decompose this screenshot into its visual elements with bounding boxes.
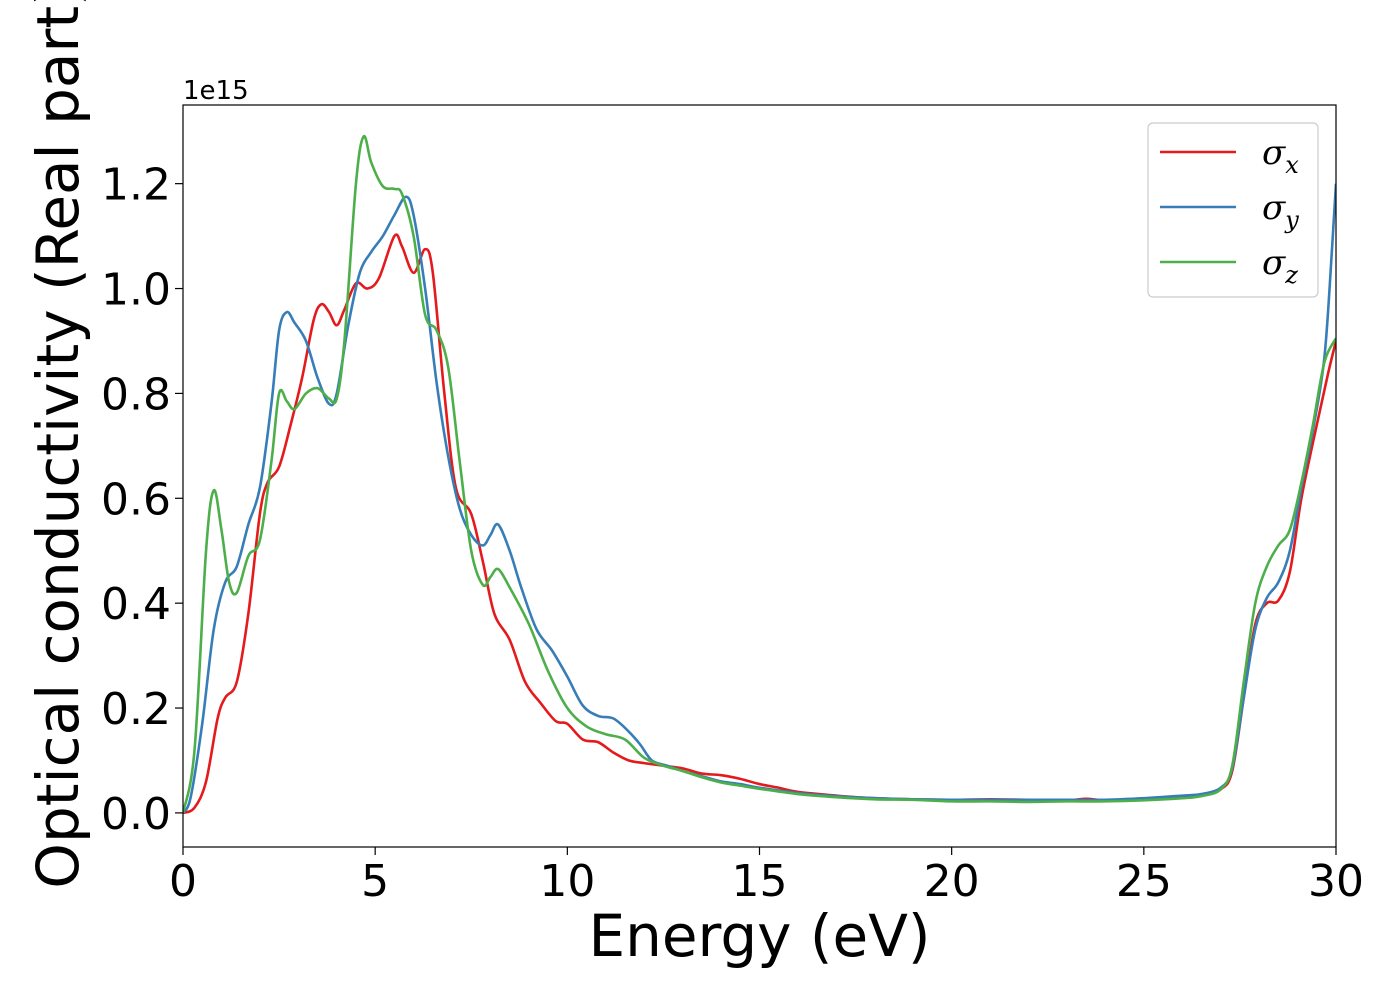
x-tick-label: 10 — [539, 856, 595, 907]
legend-label-y: σy — [1262, 188, 1299, 234]
x-tick-label: 30 — [1308, 856, 1364, 907]
x-tick-label: 20 — [924, 856, 980, 907]
y-axis-label: Optical conductivity (Real part) — [24, 0, 92, 889]
x-tick-label: 25 — [1116, 856, 1172, 907]
x-tick-label: 0 — [169, 856, 197, 907]
y-tick-label: 0.2 — [101, 684, 171, 735]
x-tick-label: 5 — [361, 856, 389, 907]
legend-label-z: σz — [1262, 243, 1298, 289]
legend-box — [1147, 122, 1319, 298]
series-line-y — [183, 183, 1336, 814]
y-tick-label: 0.6 — [101, 474, 171, 525]
series-line-x — [183, 233, 1336, 815]
legend: σx σy σz — [1147, 122, 1319, 298]
x-axis-label: Energy (eV) — [588, 902, 930, 970]
ticks-layer: 0 5 10 15 20 25 30 0.0 0.2 0.4 0.6 0.8 1.0 1.2 — [101, 160, 1364, 907]
y-tick-label: 0.4 — [101, 579, 171, 630]
legend-label-x: σx — [1262, 133, 1299, 179]
y-offset-label: 1e15 — [183, 76, 249, 106]
y-tick-label: 1.2 — [101, 160, 171, 211]
x-tick-label: 15 — [732, 856, 788, 907]
y-tick-label: 0.0 — [101, 789, 171, 840]
series-layer — [183, 134, 1336, 815]
y-tick-label: 1.0 — [101, 265, 171, 316]
series-line-z — [183, 134, 1336, 814]
y-tick-label: 0.8 — [101, 369, 171, 420]
